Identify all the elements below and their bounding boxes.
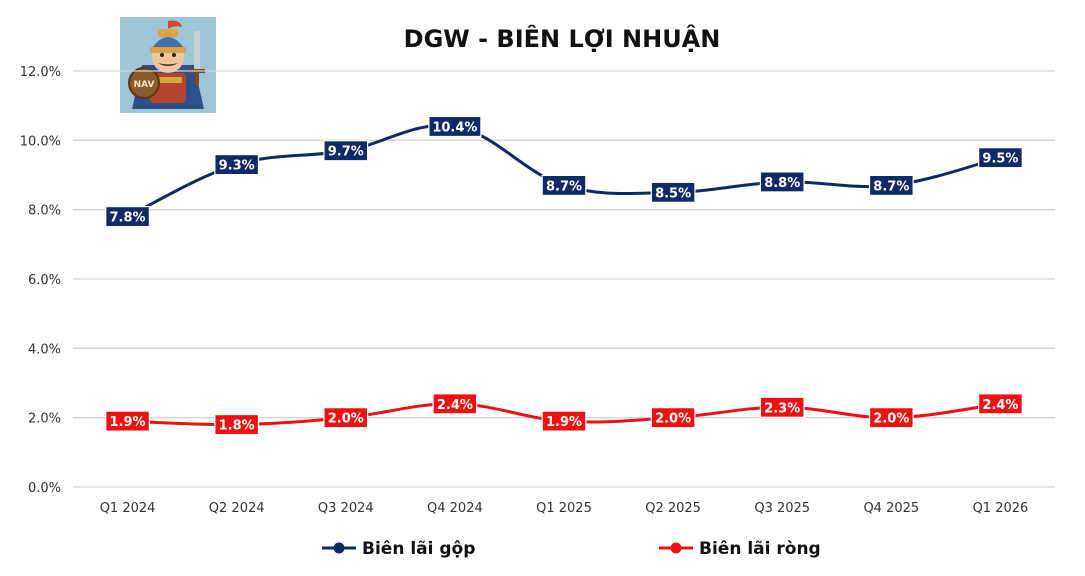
data-label: 2.3% — [759, 396, 805, 418]
data-label-box — [650, 181, 696, 203]
data-label-box — [105, 206, 150, 228]
data-label-text: 2.0% — [328, 412, 364, 427]
data-label-text: 2.3% — [764, 401, 800, 416]
data-label-box — [214, 154, 260, 176]
y-tick-label: 2.0% — [28, 412, 61, 427]
data-label: 8.7% — [868, 174, 914, 196]
data-label-box — [759, 171, 805, 193]
x-tick-label: Q2 2024 — [209, 501, 265, 516]
legend: Biên lãi gộp Biên lãi ròng — [322, 539, 821, 559]
data-label-box — [978, 393, 1023, 415]
data-label: 1.8% — [214, 414, 260, 436]
data-label: 2.4% — [432, 393, 478, 415]
x-tick-label: Q1 2026 — [973, 501, 1029, 516]
data-label-text: 1.9% — [110, 415, 146, 430]
data-label: 8.5% — [650, 181, 696, 203]
data-label-text: 7.8% — [110, 211, 146, 226]
chart-title: DGW - BIÊN LỢI NHUẬN — [404, 23, 721, 53]
data-label: 8.8% — [759, 171, 805, 193]
legend-label: Biên lãi ròng — [699, 539, 821, 559]
data-label: 2.0% — [323, 407, 369, 429]
y-tick-label: 4.0% — [28, 342, 61, 357]
data-label-box — [432, 393, 478, 415]
data-label-box — [428, 115, 482, 138]
data-label-text: 2.4% — [982, 398, 1018, 413]
data-labels: 7.8% 9.3% 9.7% 10.4% 8.7% 8.5% 8.8% 8.7% 9.5% 1.9… — [105, 115, 1023, 436]
y-tick-label: 0.0% — [28, 481, 61, 496]
legend-item: Biên lãi ròng — [659, 539, 821, 559]
x-tick-label: Q2 2025 — [645, 501, 701, 516]
legend-swatch-marker — [333, 542, 345, 554]
data-label: 1.9% — [105, 410, 150, 432]
x-tick-label: Q4 2024 — [427, 501, 483, 516]
data-label-box — [214, 414, 260, 436]
data-label-box — [323, 407, 369, 429]
data-label: 7.8% — [105, 206, 150, 228]
data-label-text: 10.4% — [432, 120, 477, 135]
legend-label: Biên lãi gộp — [362, 539, 475, 559]
data-label: 2.0% — [868, 407, 914, 429]
data-label-box — [323, 140, 369, 162]
x-tick-label: Q4 2025 — [863, 501, 919, 516]
data-label-text: 9.7% — [328, 145, 364, 160]
data-label: 2.0% — [650, 407, 696, 429]
data-label-text: 2.0% — [655, 412, 691, 427]
data-label-box — [978, 147, 1023, 169]
data-label-box — [759, 396, 805, 418]
data-label-text: 8.5% — [655, 186, 691, 201]
data-label-box — [541, 410, 587, 432]
data-label: 10.4% — [428, 115, 482, 138]
legend-swatch-marker — [670, 542, 682, 554]
data-label: 9.7% — [323, 140, 369, 162]
data-label-box — [541, 174, 587, 196]
x-tick-label: Q3 2024 — [318, 501, 374, 516]
data-label: 1.9% — [541, 410, 587, 432]
x-tick-label: Q1 2025 — [536, 501, 592, 516]
warrior-mascot-icon: NAV — [120, 17, 216, 113]
data-label: 8.7% — [541, 174, 587, 196]
x-tick-label: Q1 2024 — [100, 501, 156, 516]
data-label-text: 1.9% — [546, 415, 582, 430]
data-label-box — [868, 407, 914, 429]
y-tick-label: 12.0% — [20, 65, 61, 80]
data-label: 9.3% — [214, 154, 260, 176]
data-label-text: 8.7% — [546, 179, 582, 194]
legend-item: Biên lãi gộp — [322, 539, 475, 559]
data-label-text: 9.5% — [982, 152, 1018, 167]
x-axis-tick-labels: Q1 2024 Q2 2024 Q3 2024 Q4 2024 Q1 2025 Q2 20… — [100, 501, 1029, 516]
y-tick-label: 8.0% — [28, 204, 61, 219]
y-tick-label: 10.0% — [20, 134, 61, 149]
data-label-text: 8.7% — [873, 179, 909, 194]
logo-badge-text: NAV — [134, 80, 155, 90]
y-tick-label: 6.0% — [28, 273, 61, 288]
data-label-text: 2.0% — [873, 412, 909, 427]
data-label-box — [650, 407, 696, 429]
data-label: 9.5% — [978, 147, 1023, 169]
data-label-text: 2.4% — [437, 398, 473, 413]
data-label: 2.4% — [978, 393, 1023, 415]
data-label-text: 8.8% — [764, 176, 800, 191]
data-label-box — [105, 410, 150, 432]
data-label-text: 9.3% — [219, 159, 255, 174]
x-tick-label: Q3 2025 — [754, 501, 810, 516]
y-axis-tick-labels: 0.0% 2.0% 4.0% 6.0% 8.0% 10.0% 12.0% — [20, 65, 61, 496]
data-label-box — [868, 174, 914, 196]
data-label-text: 1.8% — [219, 419, 255, 434]
